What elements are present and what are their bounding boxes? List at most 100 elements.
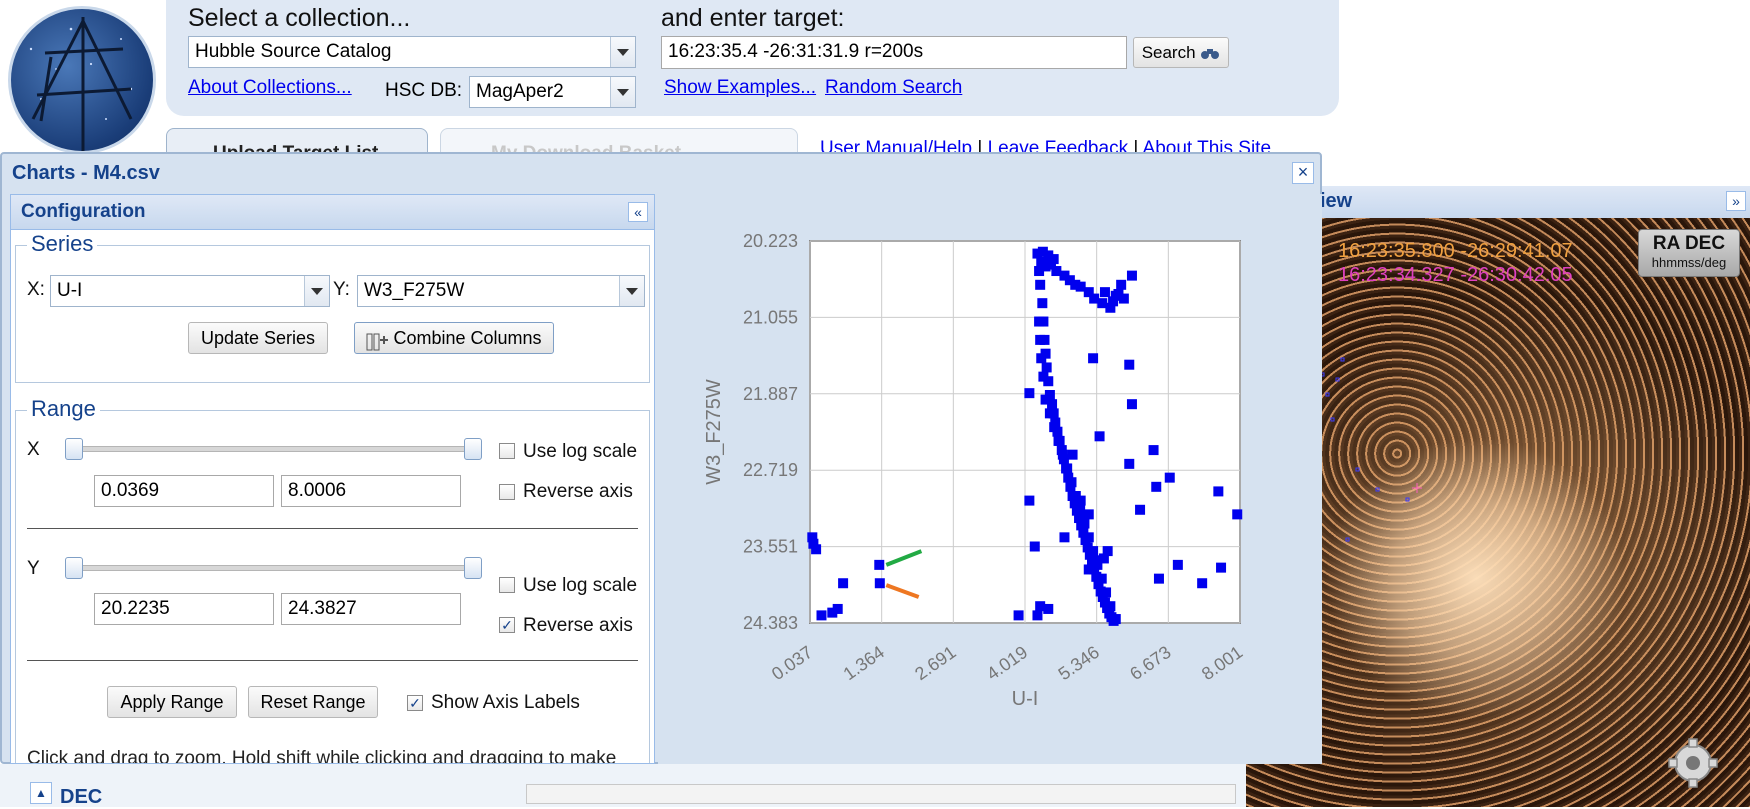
target-input[interactable]: 16:23:35.4 -26:31:31.9 r=200s bbox=[661, 36, 1127, 69]
x-tick-label: 1.364 bbox=[840, 642, 888, 684]
chart-area[interactable]: 0.037 1.364 2.691 4.019 5.346 6.673 8.001 20.22… bbox=[658, 194, 1322, 764]
close-icon[interactable]: × bbox=[1292, 162, 1314, 184]
data-point bbox=[1049, 422, 1060, 433]
y-range-slider[interactable] bbox=[66, 565, 481, 571]
series-fieldset bbox=[15, 245, 650, 383]
y-range-max-handle[interactable] bbox=[464, 557, 482, 579]
x-min-input[interactable]: 0.0369 bbox=[94, 475, 274, 507]
x-log-scale-checkbox[interactable] bbox=[499, 443, 515, 459]
x-column-select[interactable]: U-I bbox=[50, 275, 330, 307]
y-tick-label: 23.551 bbox=[743, 537, 798, 557]
link-separator: | bbox=[1133, 138, 1139, 159]
data-point bbox=[1044, 408, 1055, 419]
show-examples-link[interactable]: Show Examples... bbox=[664, 77, 817, 98]
data-point bbox=[1075, 281, 1086, 292]
ship-mast-icon bbox=[29, 17, 133, 151]
y-log-scale-label: Use log scale bbox=[523, 575, 638, 596]
configuration-header: Configuration « bbox=[11, 195, 654, 230]
data-point bbox=[1116, 279, 1127, 290]
data-point bbox=[1047, 399, 1058, 410]
data-point bbox=[1040, 394, 1051, 405]
search-panel: Select a collection... Hubble Source Cat… bbox=[166, 0, 1339, 116]
y-max-input[interactable]: 24.3827 bbox=[281, 593, 461, 625]
y-min-input[interactable]: 20.2235 bbox=[94, 593, 274, 625]
y-axis-title: W3_F275W bbox=[703, 379, 725, 485]
data-point bbox=[1045, 259, 1056, 270]
bottom-panel: DEC bbox=[0, 764, 1246, 808]
data-point bbox=[1105, 601, 1116, 612]
data-point bbox=[838, 578, 849, 589]
x-range-min-handle[interactable] bbox=[65, 438, 83, 460]
data-point bbox=[1070, 279, 1081, 290]
gear-icon[interactable] bbox=[1668, 738, 1718, 788]
data-point bbox=[1091, 571, 1102, 582]
data-point bbox=[1216, 562, 1227, 573]
data-point bbox=[808, 538, 819, 549]
y-tick-label: 24.383 bbox=[743, 613, 798, 633]
data-point bbox=[1118, 293, 1129, 304]
data-point bbox=[1048, 254, 1059, 265]
apply-range-button[interactable]: Apply Range bbox=[107, 686, 237, 718]
x-max-input[interactable]: 8.0006 bbox=[281, 475, 461, 507]
random-search-link[interactable]: Random Search bbox=[825, 77, 963, 98]
sky-image[interactable]: 16:23:35.800 -26:29:41.07 16:23:34.327 -… bbox=[1246, 218, 1750, 807]
x-tick-label: 8.001 bbox=[1198, 642, 1246, 684]
data-point bbox=[1035, 279, 1046, 290]
data-point bbox=[1110, 290, 1121, 301]
y-column-dropdown-icon[interactable] bbox=[619, 276, 644, 306]
x-column-dropdown-icon[interactable] bbox=[304, 276, 329, 306]
combine-columns-button[interactable]: Combine Columns bbox=[354, 322, 554, 354]
collection-dropdown-icon[interactable] bbox=[610, 37, 635, 67]
data-point bbox=[1124, 359, 1135, 370]
data-point bbox=[1051, 266, 1062, 277]
x-range-max-handle[interactable] bbox=[464, 438, 482, 460]
data-point bbox=[1029, 541, 1040, 552]
data-point bbox=[1088, 546, 1099, 557]
y-log-scale-checkbox[interactable] bbox=[499, 577, 515, 593]
search-button[interactable]: Search bbox=[1133, 37, 1229, 68]
collection-select[interactable]: Hubble Source Catalog bbox=[188, 36, 636, 68]
expand-icon[interactable]: » bbox=[1726, 191, 1746, 211]
data-point bbox=[1089, 555, 1100, 566]
data-point bbox=[1059, 270, 1070, 281]
collection-select-value: Hubble Source Catalog bbox=[195, 41, 392, 62]
data-point bbox=[1172, 559, 1183, 570]
horizontal-scrollbar[interactable] bbox=[526, 784, 1236, 804]
data-point bbox=[1062, 463, 1073, 474]
collection-heading: Select a collection... bbox=[188, 4, 411, 32]
y-tick-label: 22.719 bbox=[743, 460, 798, 480]
data-point bbox=[1032, 248, 1043, 259]
about-collections-link[interactable]: About Collections... bbox=[188, 77, 352, 98]
reddening-vector-orange bbox=[885, 583, 920, 599]
update-series-button[interactable]: Update Series bbox=[188, 322, 328, 354]
data-point bbox=[1057, 449, 1068, 460]
x-reverse-axis-checkbox[interactable] bbox=[499, 484, 515, 500]
y-range-min-handle[interactable] bbox=[65, 557, 83, 579]
y-tick-label: 21.887 bbox=[743, 384, 798, 404]
site-logo bbox=[8, 6, 156, 154]
data-point bbox=[1097, 298, 1108, 309]
data-point bbox=[816, 610, 827, 621]
y-reverse-axis-checkbox[interactable]: ✓ bbox=[499, 617, 515, 633]
data-point bbox=[1024, 388, 1035, 399]
y-axis-label: Y: bbox=[333, 279, 350, 300]
data-point bbox=[1083, 287, 1094, 298]
reset-range-button[interactable]: Reset Range bbox=[248, 686, 378, 718]
hsc-db-select-value: MagAper2 bbox=[476, 81, 564, 102]
scatter-chart[interactable]: 0.037 1.364 2.691 4.019 5.346 6.673 8.001 20.22… bbox=[658, 194, 1322, 764]
hsc-db-dropdown-icon[interactable] bbox=[610, 77, 635, 107]
data-point bbox=[1064, 275, 1075, 286]
image-viewer-title: iew bbox=[1320, 190, 1353, 212]
ra-dec-format-button[interactable]: RA DEC hhmmss/deg bbox=[1638, 229, 1740, 277]
x-tick-label: 6.673 bbox=[1126, 642, 1174, 684]
y-column-select[interactable]: W3_F275W bbox=[357, 275, 645, 307]
collapse-up-icon[interactable]: ▲ bbox=[30, 782, 52, 804]
hsc-db-select[interactable]: MagAper2 bbox=[469, 76, 636, 108]
x-range-slider[interactable] bbox=[66, 446, 481, 452]
x-axis-label: X: bbox=[27, 279, 45, 300]
collapse-left-icon[interactable]: « bbox=[628, 202, 648, 222]
show-axis-labels-checkbox[interactable]: ✓ bbox=[407, 695, 423, 711]
data-point bbox=[1013, 610, 1024, 621]
hsc-db-label: HSC DB: bbox=[385, 80, 463, 101]
data-point bbox=[1083, 564, 1094, 575]
